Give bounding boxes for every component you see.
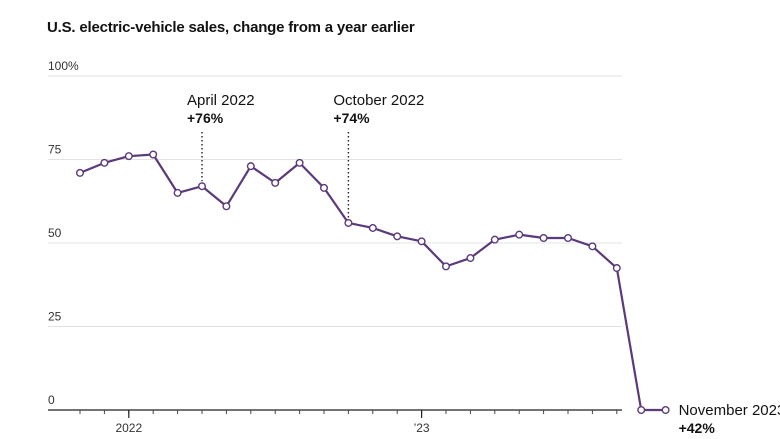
data-point [588, 242, 597, 251]
data-point [612, 264, 621, 273]
data-point [320, 183, 329, 192]
data-point [222, 202, 231, 211]
y-tick-label: 50 [48, 226, 62, 240]
data-point [490, 235, 499, 244]
data-point [393, 232, 402, 241]
data-point [295, 158, 304, 167]
data-point [417, 237, 426, 246]
chart-title: U.S. electric-vehicle sales, change from… [47, 19, 415, 36]
data-point [173, 188, 182, 197]
data-point [100, 158, 109, 167]
data-point [149, 150, 158, 159]
x-tick-label: 2022 [115, 421, 142, 435]
annotation-value: +74% [333, 110, 370, 126]
data-point [637, 406, 646, 415]
series-line [79, 153, 666, 412]
data-point [539, 233, 548, 242]
y-tick-label: 0 [48, 393, 55, 407]
data-point [442, 262, 451, 271]
data-point [246, 162, 255, 171]
annotation-value: +42% [679, 420, 716, 436]
data-point [75, 168, 84, 177]
annotation-label: April 2022 [187, 92, 255, 109]
data-point [271, 178, 280, 187]
data-point [515, 230, 524, 239]
annotation-label: October 2022 [333, 92, 424, 109]
y-tick-label: 100% [48, 59, 79, 73]
data-point [124, 152, 133, 161]
data-point [368, 223, 377, 232]
x-tick-label: ’23 [414, 421, 430, 435]
data-point [661, 406, 670, 415]
data-point [564, 233, 573, 242]
annotation-value: +76% [187, 110, 224, 126]
data-point [344, 218, 353, 227]
data-point [197, 182, 206, 191]
annotation-label: November 2023 [679, 402, 780, 419]
y-tick-label: 75 [48, 143, 62, 157]
y-tick-label: 25 [48, 310, 62, 324]
data-point [466, 254, 475, 263]
